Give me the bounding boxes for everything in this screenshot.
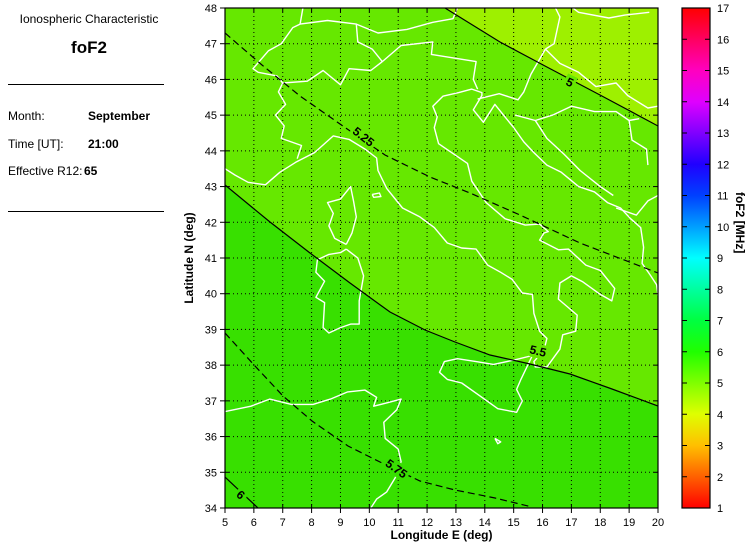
- colorbar-tick-label: 4: [717, 409, 723, 421]
- coastline-path: [315, 248, 365, 334]
- coastline-path: [371, 192, 382, 198]
- coastline-path: [477, 48, 547, 101]
- y-tick-label: 38: [205, 360, 217, 372]
- colorbar-tick-label: 17: [717, 3, 729, 15]
- colorbar-tick-label: 13: [717, 128, 729, 140]
- colorbar-tick-label: 7: [717, 316, 723, 328]
- coastline-path: [326, 185, 357, 246]
- contour-line-5.5: [225, 184, 658, 407]
- panel-title: Ionospheric Characteristic: [19, 12, 159, 26]
- colorbar-tick-label: 15: [717, 66, 729, 78]
- colorbar-tick-label: 2: [717, 472, 723, 484]
- coastline-path: [494, 437, 502, 445]
- x-tick-label: 20: [652, 517, 664, 529]
- y-tick-label: 46: [205, 74, 217, 86]
- x-tick-label: 17: [565, 517, 577, 529]
- colorbar-tick-label: 1: [717, 503, 723, 515]
- x-tick-label: 18: [594, 517, 606, 529]
- panel-divider-bottom: [8, 211, 164, 212]
- grid-lines: [225, 8, 658, 508]
- colorbar-tick-label: 14: [717, 97, 729, 109]
- x-tick-label: 10: [363, 517, 375, 529]
- contour-lines: [225, 8, 658, 508]
- x-tick-label: 9: [337, 517, 343, 529]
- coastline-path: [615, 194, 658, 216]
- colorbar-tick-label: 8: [717, 284, 723, 296]
- y-tick-label: 42: [205, 217, 217, 229]
- colorbar-tick-label: 9: [717, 253, 723, 265]
- y-tick-label: 44: [205, 146, 217, 158]
- coastline-path: [572, 8, 650, 19]
- x-tick-label: 15: [508, 517, 520, 529]
- month-label: Month:: [8, 109, 45, 123]
- panel-divider-top: [8, 84, 164, 85]
- time-label: Time [UT]:: [8, 137, 64, 151]
- y-tick-label: 45: [205, 110, 217, 122]
- characteristic-name: foF2: [71, 38, 107, 57]
- x-tick-label: 13: [450, 517, 462, 529]
- r12-label: Effective R12:: [8, 164, 83, 178]
- y-tick-label: 48: [205, 3, 217, 15]
- colorbar-tick-label: 10: [717, 222, 729, 234]
- x-tick-label: 5: [222, 517, 228, 529]
- coastline-path: [356, 8, 459, 34]
- x-tick-label: 6: [251, 517, 257, 529]
- x-tick-label: 7: [280, 517, 286, 529]
- band-above-5p5: [225, 185, 658, 508]
- colorbar-tick-label: 6: [717, 347, 723, 359]
- coastline-path: [534, 120, 614, 197]
- x-tick-label: 8: [309, 517, 315, 529]
- y-tick-label: 37: [205, 396, 217, 408]
- y-axis-title: Latitude N (deg): [182, 212, 196, 303]
- y-tick-label: 34: [205, 503, 217, 515]
- y-tick-label: 36: [205, 432, 217, 444]
- coastlines: [225, 8, 658, 508]
- contour-line-5.25: [225, 32, 658, 274]
- colorbar-tick-label: 5: [717, 378, 723, 390]
- band-below-5: [445, 8, 658, 126]
- contour-line-6: [225, 476, 259, 508]
- month-value: September: [88, 109, 151, 123]
- coastline-path: [225, 88, 658, 368]
- coastline-path: [628, 120, 649, 166]
- colorbar-title: foF2 [MHz]: [733, 192, 747, 253]
- r12-value: 65: [84, 164, 98, 178]
- coastline-path: [545, 8, 561, 50]
- x-tick-label: 12: [421, 517, 433, 529]
- y-tick-label: 43: [205, 182, 217, 194]
- axes: 5 6 7 8 9 10 11 12 13 14 15 16 17 18 19 20 34 35 36 37 38 39 4…: [182, 3, 664, 542]
- coastline-path: [299, 8, 304, 25]
- coastline-path: [381, 41, 479, 90]
- x-tick-label: 14: [479, 517, 491, 529]
- coastline-path: [438, 354, 534, 413]
- colorbar-tick-label: 11: [717, 191, 728, 203]
- coastline-path: [225, 389, 402, 508]
- y-tick-label: 41: [205, 253, 217, 265]
- contour-line-5: [444, 8, 658, 127]
- colorbar-tick-label: 3: [717, 441, 723, 453]
- x-axis-title: Longitude E (deg): [391, 528, 493, 542]
- x-tick-label: 19: [623, 517, 635, 529]
- coastline-path: [544, 48, 658, 109]
- time-value: 21:00: [88, 137, 119, 151]
- y-tick-label: 39: [205, 324, 217, 336]
- y-tick-label: 35: [205, 467, 217, 479]
- coastline-path: [514, 105, 640, 122]
- colorbar-tick-label: 16: [717, 34, 729, 46]
- x-tick-label: 16: [536, 517, 548, 529]
- colorbar-tick-label: 12: [717, 159, 729, 171]
- y-tick-label: 40: [205, 289, 217, 301]
- x-tick-label: 11: [392, 517, 403, 529]
- coastline-path: [274, 82, 303, 159]
- y-tick-label: 47: [205, 39, 217, 51]
